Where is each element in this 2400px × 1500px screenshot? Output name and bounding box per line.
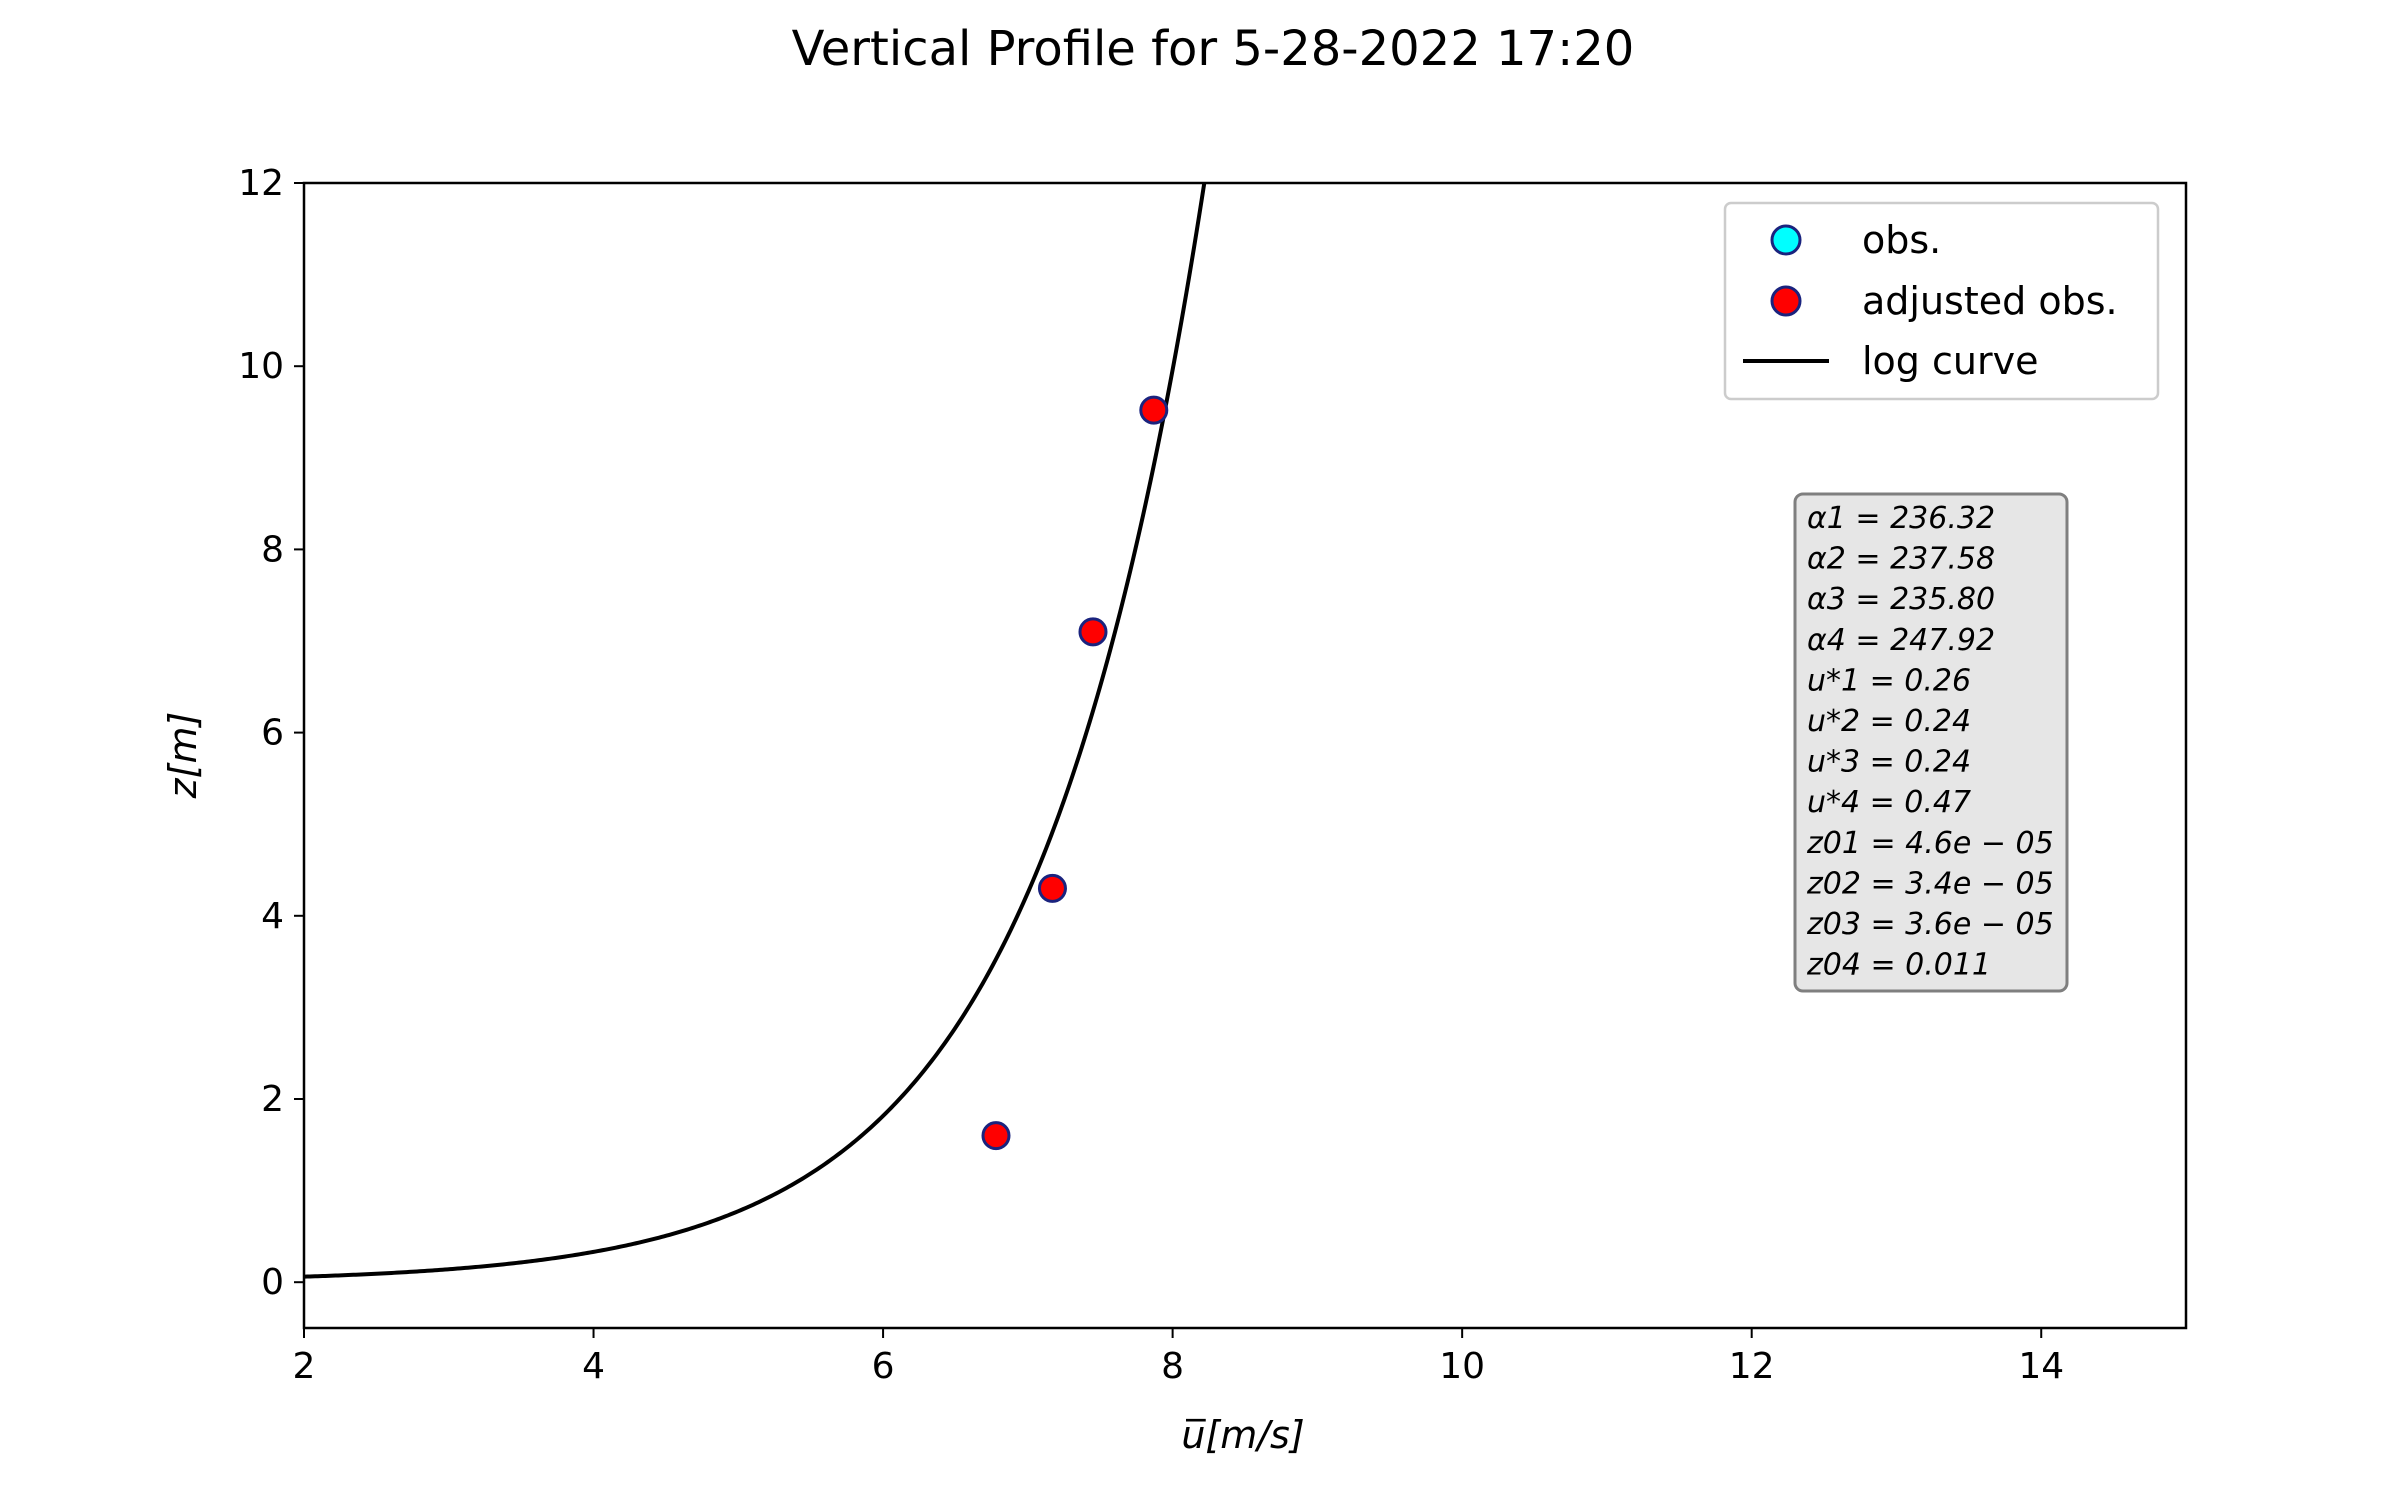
y-tick-label: 2 bbox=[261, 1079, 284, 1120]
adjusted-obs-point bbox=[1037, 873, 1067, 903]
x-tick-label: 10 bbox=[1439, 1346, 1485, 1387]
stats-line: u*3 = 0.24 bbox=[1807, 745, 1971, 780]
x-tick-label: 8 bbox=[1161, 1346, 1184, 1387]
stats-line: α3 = 235.80 bbox=[1807, 582, 1995, 617]
y-tick-label: 8 bbox=[261, 529, 284, 570]
log-curve-line bbox=[304, 183, 1207, 1279]
legend-obs-marker bbox=[1770, 224, 1802, 256]
x-tick-label: 4 bbox=[582, 1346, 605, 1387]
legend-log-curve-label: log curve bbox=[1862, 339, 2038, 383]
x-tick-label: 12 bbox=[1729, 1346, 1775, 1387]
axes-frame bbox=[302, 181, 2188, 1330]
x-axis-label: u̅[m/s] bbox=[1181, 1413, 1304, 1457]
legend-adjusted-obs-label: adjusted obs. bbox=[1862, 279, 2118, 323]
legend: obs. adjusted obs. log curve bbox=[1723, 201, 2160, 401]
adjusted-obs-point bbox=[1139, 395, 1169, 425]
legend-box bbox=[1723, 201, 2160, 401]
stats-line: u*1 = 0.26 bbox=[1807, 663, 1971, 698]
y-tick-label: 10 bbox=[238, 346, 284, 387]
stats-box bbox=[1793, 492, 2069, 993]
plot-area: 2 4 6 8 10 12 14 0 2 4 6 8 10 12 obs. adjusted obs. log … bbox=[238, 163, 2188, 1387]
x-tick-label: 6 bbox=[872, 1346, 895, 1387]
stats-line: u*2 = 0.24 bbox=[1807, 704, 1971, 739]
y-tick-label: 12 bbox=[238, 163, 284, 204]
x-tick-label: 2 bbox=[293, 1346, 316, 1387]
legend-obs-label: obs. bbox=[1862, 218, 1941, 262]
stats-annotation: α1 = 236.32 α2 = 237.58 α3 = 235.80 α4 = 24… bbox=[1793, 492, 2069, 993]
y-tick-label: 0 bbox=[261, 1262, 284, 1303]
stats-line: α2 = 237.58 bbox=[1807, 542, 1995, 577]
stats-line: u*4 = 0.47 bbox=[1807, 785, 1971, 820]
stats-line: z04 = 0.011 bbox=[1806, 948, 1991, 983]
stats-line: α1 = 236.32 bbox=[1807, 501, 1995, 536]
y-axis-label: z[m] bbox=[161, 712, 205, 800]
stats-line: α4 = 247.92 bbox=[1807, 623, 1995, 658]
stats-line: z03 = 3.6e − 05 bbox=[1806, 907, 2054, 942]
legend-adjusted-obs-marker bbox=[1770, 285, 1802, 317]
stats-line: z01 = 4.6e − 05 bbox=[1806, 826, 2054, 861]
stats-line: z02 = 3.4e − 05 bbox=[1806, 866, 2054, 901]
chart-title: Vertical Profile for 5-28-2022 17:20 bbox=[792, 21, 1635, 77]
adjusted-obs-point bbox=[1078, 617, 1108, 647]
y-tick-label: 6 bbox=[261, 713, 284, 754]
y-tick-label: 4 bbox=[261, 896, 284, 937]
x-tick-label: 14 bbox=[2018, 1346, 2064, 1387]
adjusted-obs-point bbox=[981, 1121, 1011, 1151]
